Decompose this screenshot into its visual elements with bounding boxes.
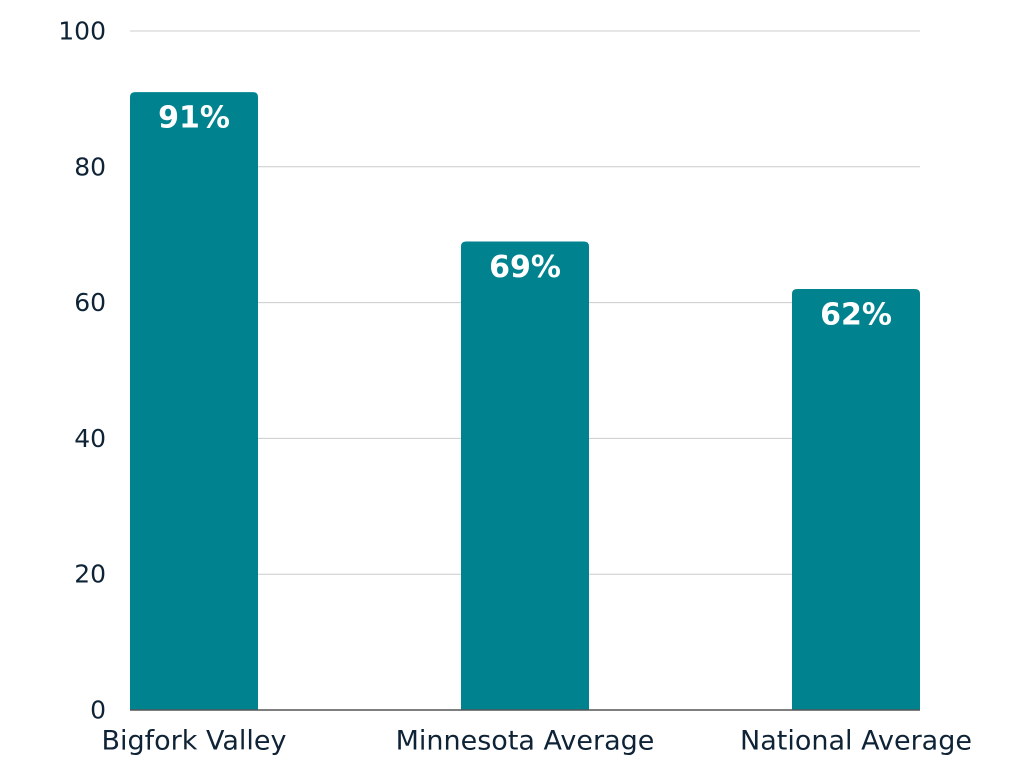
data-label: 91% xyxy=(158,101,230,136)
y-axis-tick-labels: 0 20 40 60 80 100 xyxy=(58,17,106,725)
y-tick-label: 60 xyxy=(74,288,106,317)
y-tick-label: 0 xyxy=(90,696,106,725)
x-category-label: Bigfork Valley xyxy=(101,726,286,757)
bar-bigfork-valley xyxy=(130,92,258,711)
y-tick-label: 80 xyxy=(74,152,106,181)
x-category-label: Minnesota Average xyxy=(396,726,655,757)
bar-national-average xyxy=(792,289,920,710)
y-tick-label: 100 xyxy=(58,17,106,46)
bars: 91% 69% 62% xyxy=(130,92,920,711)
y-tick-label: 20 xyxy=(74,560,106,589)
y-tick-label: 40 xyxy=(74,424,106,453)
data-label: 69% xyxy=(489,250,561,285)
data-label: 62% xyxy=(820,298,892,333)
x-axis-category-labels: Bigfork Valley Minnesota Average National … xyxy=(101,726,972,757)
x-category-label: National Average xyxy=(740,726,972,757)
bar-minnesota-average xyxy=(461,241,589,711)
